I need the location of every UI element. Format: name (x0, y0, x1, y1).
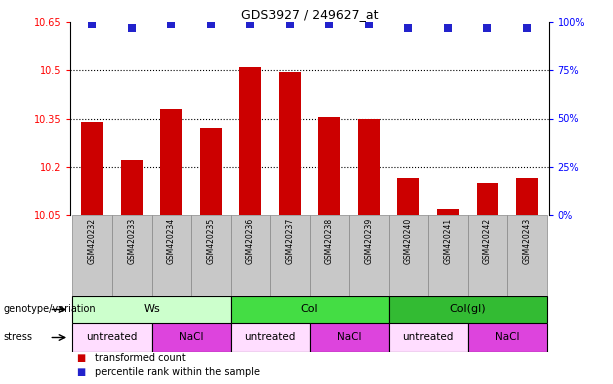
Text: GSM420243: GSM420243 (522, 217, 531, 264)
Bar (389, 296, 547, 323)
Bar (82, 122, 103, 215)
Text: GSM420236: GSM420236 (246, 217, 255, 264)
Point (403, 25, 413, 31)
Point (285, 21, 295, 27)
Bar (121, 160, 143, 215)
Bar (270, 215, 310, 296)
Bar (319, 117, 340, 215)
Bar (240, 67, 261, 215)
Bar (397, 178, 419, 215)
Bar (389, 323, 468, 352)
Text: GSM420234: GSM420234 (167, 217, 176, 264)
Point (364, 21, 374, 27)
Text: Ws: Ws (143, 305, 160, 314)
Bar (310, 323, 389, 352)
Title: GDS3927 / 249627_at: GDS3927 / 249627_at (241, 8, 378, 21)
Point (206, 21, 216, 27)
Text: untreated: untreated (402, 333, 454, 343)
Bar (349, 215, 389, 296)
Text: ■: ■ (77, 367, 89, 377)
Text: GSM420238: GSM420238 (325, 217, 334, 263)
Point (166, 21, 176, 27)
Bar (389, 215, 428, 296)
Text: genotype/variation: genotype/variation (3, 305, 96, 314)
Point (522, 25, 532, 31)
Text: GSM420241: GSM420241 (443, 217, 452, 263)
Text: NaCl: NaCl (179, 333, 204, 343)
Text: GSM420232: GSM420232 (88, 217, 97, 263)
Bar (310, 215, 349, 296)
Bar (279, 72, 300, 215)
Text: untreated: untreated (245, 333, 295, 343)
Bar (358, 119, 379, 215)
Text: GSM420233: GSM420233 (128, 217, 136, 264)
Bar (191, 215, 230, 296)
Text: GSM420242: GSM420242 (483, 217, 492, 263)
Bar (437, 209, 459, 215)
Bar (230, 296, 389, 323)
Text: ■: ■ (77, 353, 89, 363)
Bar (161, 109, 182, 215)
Text: transformed count: transformed count (95, 353, 186, 363)
Bar (230, 215, 270, 296)
Bar (516, 178, 538, 215)
Bar (468, 215, 507, 296)
Text: NaCl: NaCl (495, 333, 519, 343)
Bar (112, 215, 151, 296)
Bar (230, 323, 310, 352)
Text: GSM420235: GSM420235 (207, 217, 215, 264)
Text: NaCl: NaCl (337, 333, 361, 343)
Bar (72, 296, 230, 323)
Bar (72, 215, 112, 296)
Bar (151, 215, 191, 296)
Point (443, 25, 453, 31)
Bar (151, 323, 230, 352)
Point (87, 21, 97, 27)
Bar (200, 128, 222, 215)
Text: GSM420240: GSM420240 (404, 217, 413, 264)
Text: percentile rank within the sample: percentile rank within the sample (95, 367, 260, 377)
Text: GSM420239: GSM420239 (364, 217, 373, 264)
Point (127, 25, 137, 31)
Point (482, 25, 492, 31)
Bar (476, 183, 498, 215)
Text: Col(gl): Col(gl) (449, 305, 486, 314)
Point (245, 21, 255, 27)
Point (324, 21, 334, 27)
Bar (72, 323, 151, 352)
Text: Col: Col (301, 305, 318, 314)
Text: untreated: untreated (86, 333, 138, 343)
Text: GSM420237: GSM420237 (285, 217, 294, 264)
Bar (507, 215, 547, 296)
Text: stress: stress (3, 333, 32, 343)
Bar (468, 323, 547, 352)
Bar (428, 215, 468, 296)
